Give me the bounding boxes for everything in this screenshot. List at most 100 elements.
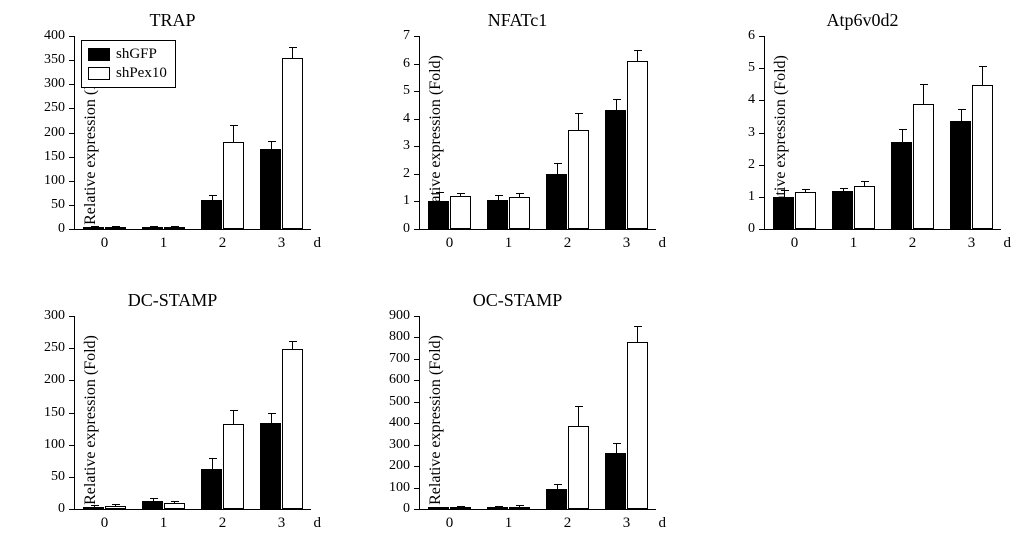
x-axis-unit: d bbox=[659, 229, 667, 252]
y-tick: 2 bbox=[748, 157, 765, 173]
bar-shGFP bbox=[201, 469, 222, 509]
error-bar bbox=[439, 193, 440, 201]
y-tick: 100 bbox=[389, 480, 420, 496]
y-tick: 800 bbox=[389, 329, 420, 345]
bar-shPex10 bbox=[223, 424, 244, 509]
x-axis-unit: d bbox=[1004, 229, 1012, 252]
error-bar bbox=[498, 196, 499, 200]
error-bar bbox=[843, 188, 844, 191]
bar-shGFP bbox=[487, 200, 508, 229]
error-bar bbox=[292, 342, 293, 350]
error-bar bbox=[616, 444, 617, 454]
bar-shPex10 bbox=[568, 426, 589, 509]
error-bar bbox=[94, 506, 95, 507]
bar-shGFP bbox=[260, 423, 281, 509]
y-tick: 700 bbox=[389, 351, 420, 367]
plot-area: 012345670123d bbox=[419, 36, 656, 230]
x-axis-unit: d bbox=[314, 509, 322, 532]
legend-label: shGFP bbox=[116, 45, 157, 64]
bar-shGFP bbox=[950, 121, 971, 229]
bar-shGFP bbox=[832, 191, 853, 229]
y-tick: 6 bbox=[403, 56, 420, 72]
y-tick: 4 bbox=[748, 92, 765, 108]
error-bar bbox=[94, 227, 95, 228]
error-bar bbox=[637, 51, 638, 61]
y-tick: 900 bbox=[389, 308, 420, 324]
y-tick: 0 bbox=[403, 221, 420, 237]
error-bar bbox=[557, 484, 558, 488]
bar-shGFP bbox=[546, 489, 567, 509]
y-tick: 200 bbox=[44, 125, 75, 141]
panel-atp6v0d2: Atp6v0d2 Relative expression (Fold) 0123… bbox=[700, 10, 1025, 270]
legend-swatch bbox=[88, 48, 110, 61]
bar-shPex10 bbox=[795, 192, 816, 229]
panel-nfatc1: NFATc1 Relative expression (Fold) 012345… bbox=[355, 10, 680, 270]
error-bar bbox=[519, 506, 520, 507]
error-bar bbox=[212, 459, 213, 469]
error-bar bbox=[864, 182, 865, 186]
bar-shPex10 bbox=[972, 85, 993, 229]
bar-shGFP bbox=[605, 453, 626, 509]
legend: shGFPshPex10 bbox=[81, 40, 176, 88]
plot-area: 01234560123d bbox=[764, 36, 1001, 230]
x-tick: 3 bbox=[623, 509, 631, 532]
panel-oc-stamp: OC-STAMP Relative expression (Fold) 0100… bbox=[355, 290, 680, 550]
error-bar bbox=[805, 189, 806, 192]
bar-shPex10 bbox=[509, 197, 530, 229]
figure-grid: TRAP Relative expression (Fold) 05010015… bbox=[0, 0, 1030, 560]
y-tick: 3 bbox=[748, 125, 765, 141]
y-tick: 400 bbox=[389, 415, 420, 431]
error-bar bbox=[115, 227, 116, 228]
legend-item: shGFP bbox=[88, 45, 167, 64]
y-tick: 400 bbox=[44, 28, 75, 44]
error-bar bbox=[637, 327, 638, 342]
x-tick: 2 bbox=[219, 509, 227, 532]
x-tick: 2 bbox=[564, 509, 572, 532]
y-tick: 150 bbox=[44, 149, 75, 165]
y-tick: 100 bbox=[44, 437, 75, 453]
x-tick: 3 bbox=[278, 509, 286, 532]
y-tick: 0 bbox=[748, 221, 765, 237]
y-tick: 1 bbox=[748, 189, 765, 205]
error-bar bbox=[115, 505, 116, 506]
y-tick: 3 bbox=[403, 138, 420, 154]
y-tick: 0 bbox=[58, 501, 75, 517]
y-tick: 250 bbox=[44, 100, 75, 116]
bar-shPex10 bbox=[509, 507, 530, 509]
y-tick: 500 bbox=[389, 394, 420, 410]
legend-label: shPex10 bbox=[116, 64, 167, 83]
bar-shPex10 bbox=[627, 342, 648, 509]
y-tick: 200 bbox=[389, 458, 420, 474]
legend-swatch bbox=[88, 67, 110, 80]
error-bar bbox=[460, 194, 461, 197]
error-bar bbox=[271, 142, 272, 149]
x-tick: 1 bbox=[160, 509, 168, 532]
bar-shGFP bbox=[428, 201, 449, 229]
error-bar bbox=[961, 110, 962, 121]
x-tick: 2 bbox=[909, 229, 917, 252]
bar-shGFP bbox=[773, 197, 794, 229]
y-tick: 50 bbox=[51, 469, 75, 485]
x-tick: 1 bbox=[505, 229, 513, 252]
y-tick: 300 bbox=[44, 76, 75, 92]
bar-shGFP bbox=[260, 149, 281, 229]
x-tick: 3 bbox=[968, 229, 976, 252]
y-tick: 350 bbox=[44, 52, 75, 68]
error-bar bbox=[460, 507, 461, 508]
bar-shGFP bbox=[142, 501, 163, 509]
bar-shGFP bbox=[891, 142, 912, 229]
error-bar bbox=[902, 129, 903, 142]
error-bar bbox=[578, 114, 579, 131]
y-tick: 7 bbox=[403, 28, 420, 44]
x-tick: 3 bbox=[278, 229, 286, 252]
error-bar bbox=[498, 507, 499, 508]
x-tick: 0 bbox=[446, 229, 454, 252]
x-tick: 1 bbox=[160, 229, 168, 252]
y-tick: 150 bbox=[44, 405, 75, 421]
error-bar bbox=[153, 499, 154, 502]
bar-shPex10 bbox=[627, 61, 648, 229]
error-bar bbox=[174, 227, 175, 228]
y-tick: 2 bbox=[403, 166, 420, 182]
error-bar bbox=[233, 411, 234, 424]
error-bar bbox=[153, 227, 154, 228]
